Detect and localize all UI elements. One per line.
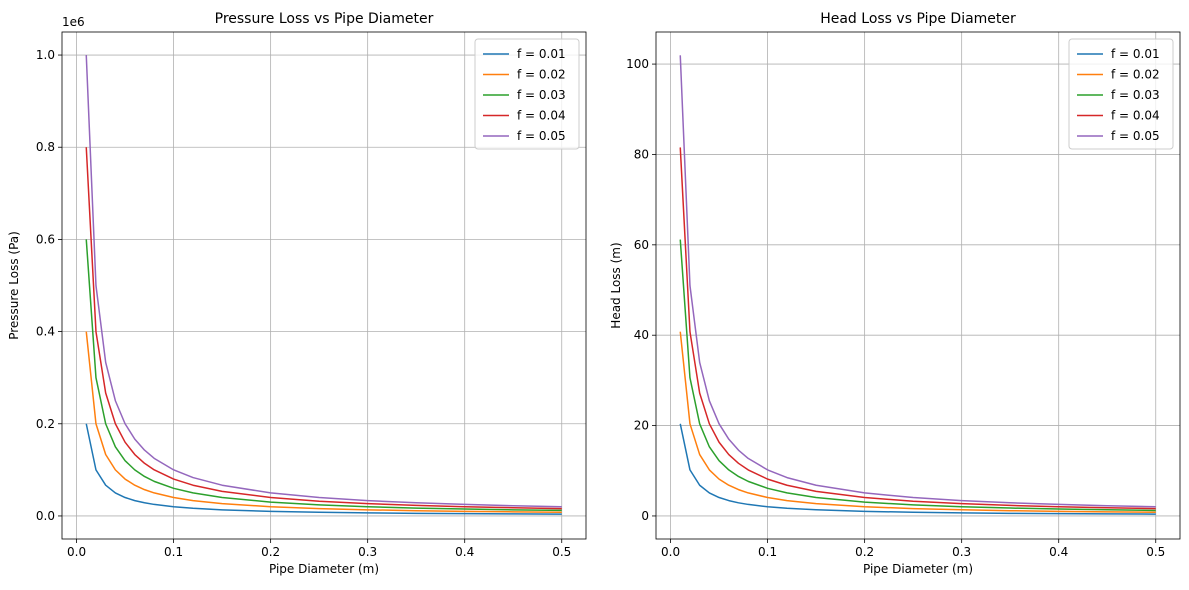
y-axis-label: Pressure Loss (Pa) bbox=[7, 231, 21, 340]
series-line-1 bbox=[85, 423, 562, 515]
legend-label-5: f = 0.05 bbox=[1111, 129, 1160, 143]
series-line-2 bbox=[679, 331, 1156, 513]
x-tick-label: 0.4 bbox=[1049, 545, 1068, 559]
chart-panel-1: 0.0 0.1 0.2 0.3 0.4 0.5 0.0 0.2 0.4 0.6 0.8 1.0 1e6 P… bbox=[7, 11, 587, 576]
legend-label-1: f = 0.01 bbox=[1111, 47, 1160, 61]
x-tick-label: 0.1 bbox=[758, 545, 777, 559]
y-tick-label: 0.6 bbox=[36, 232, 55, 246]
legend: f = 0.01 f = 0.02 f = 0.03 f = 0.04 f = 0.05 bbox=[474, 38, 580, 150]
y-tick-label: 1.0 bbox=[36, 48, 55, 62]
y-tick-label: 60 bbox=[634, 238, 649, 252]
series-line-3 bbox=[85, 239, 562, 512]
y-tick-label: 0.8 bbox=[36, 140, 55, 154]
chart-title: Pressure Loss vs Pipe Diameter bbox=[215, 11, 434, 27]
series-line-5 bbox=[85, 55, 562, 508]
x-tick-label: 0.1 bbox=[164, 545, 183, 559]
legend-label-4: f = 0.04 bbox=[1111, 109, 1160, 123]
legend-frame bbox=[474, 38, 580, 150]
y-tick-label: 100 bbox=[626, 57, 649, 71]
chart-panel-2: 0.0 0.1 0.2 0.3 0.4 0.5 0 20 40 60 80 100 Head Loss … bbox=[609, 11, 1181, 576]
x-axis-label: Pipe Diameter (m) bbox=[863, 562, 973, 576]
axes-frame bbox=[61, 31, 587, 540]
y-tick-label: 40 bbox=[634, 328, 649, 342]
legend-frame bbox=[1068, 38, 1174, 150]
y-tick-label: 0.4 bbox=[36, 325, 55, 339]
y-offset-label: 1e6 bbox=[62, 15, 85, 29]
axes-frame bbox=[655, 31, 1181, 540]
x-axis-label: Pipe Diameter (m) bbox=[269, 562, 379, 576]
y-tick-label: 20 bbox=[634, 419, 649, 433]
y-axis-label: Head Loss (m) bbox=[609, 242, 623, 328]
x-tick-label: 0.3 bbox=[952, 545, 971, 559]
series-line-3 bbox=[679, 239, 1156, 512]
legend-label-2: f = 0.02 bbox=[1111, 68, 1160, 82]
y-tick-label: 80 bbox=[634, 147, 649, 161]
x-tick-label: 0.5 bbox=[1146, 545, 1165, 559]
series-line-4 bbox=[679, 147, 1156, 510]
x-tick-label: 0.3 bbox=[358, 545, 377, 559]
legend-label-3: f = 0.03 bbox=[517, 88, 566, 102]
y-tick-label: 0.2 bbox=[36, 417, 55, 431]
x-tick-label: 0.2 bbox=[261, 545, 280, 559]
x-tick-label: 0.5 bbox=[552, 545, 571, 559]
series-line-4 bbox=[85, 147, 562, 510]
series-line-5 bbox=[679, 55, 1156, 508]
x-tick-label: 0.4 bbox=[455, 545, 474, 559]
legend-label-3: f = 0.03 bbox=[1111, 88, 1160, 102]
series-line-2 bbox=[85, 331, 562, 514]
legend: f = 0.01 f = 0.02 f = 0.03 f = 0.04 f = 0.05 bbox=[1068, 38, 1174, 150]
x-tick-label: 0.0 bbox=[67, 545, 86, 559]
y-tick-label: 0.0 bbox=[36, 509, 55, 523]
legend-label-1: f = 0.01 bbox=[517, 47, 566, 61]
legend-label-2: f = 0.02 bbox=[517, 68, 566, 82]
legend-label-5: f = 0.05 bbox=[517, 129, 566, 143]
chart-title: Head Loss vs Pipe Diameter bbox=[820, 11, 1016, 27]
y-tick-label: 0 bbox=[641, 509, 649, 523]
x-tick-label: 0.0 bbox=[661, 545, 680, 559]
x-tick-label: 0.2 bbox=[855, 545, 874, 559]
legend-label-4: f = 0.04 bbox=[517, 109, 566, 123]
series-line-1 bbox=[679, 423, 1156, 515]
